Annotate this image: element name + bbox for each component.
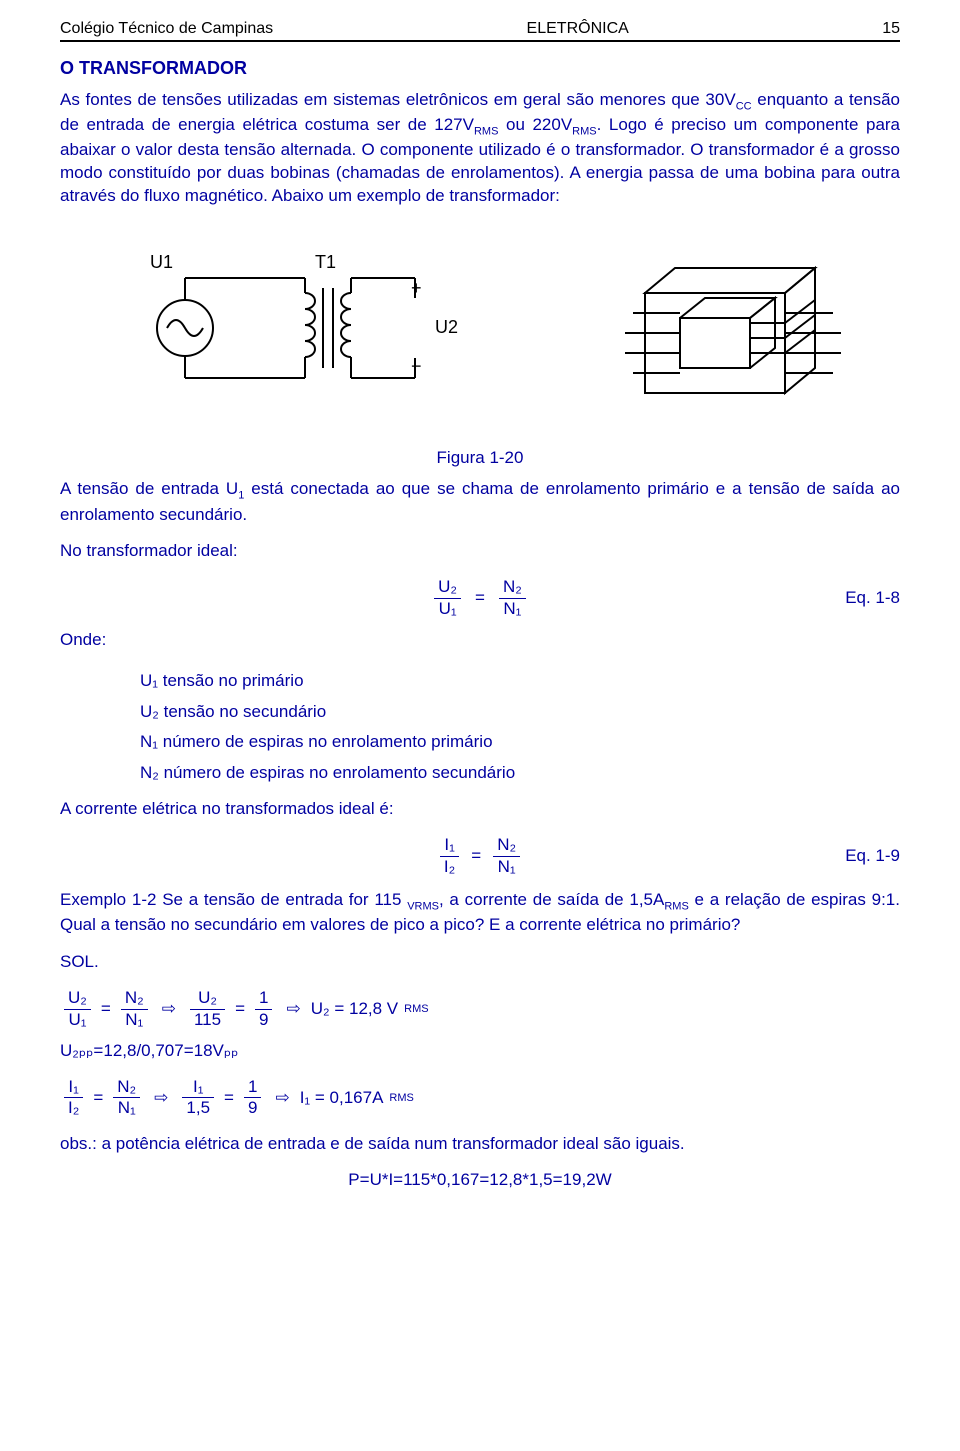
- diagram-row: U1 T1 + U2 −: [60, 238, 900, 418]
- definition-item: N₂ número de espiras no enrolamento secu…: [140, 758, 900, 789]
- current-intro: A corrente elétrica no transformados ide…: [60, 798, 900, 821]
- numerator: 1: [244, 1077, 261, 1097]
- solution-current: I₁ I₂ = N₂ N₁ ⇨ I₁ 1,5 = 1 9 ⇨ I₁ = 0,16…: [60, 1077, 900, 1119]
- equals: =: [235, 999, 245, 1019]
- numerator: 1: [255, 988, 272, 1008]
- u1-label: U1: [150, 252, 173, 272]
- denominator: N₁: [114, 1098, 140, 1118]
- denominator: N₁: [494, 857, 520, 877]
- text: , a corrente de saída de 1,5A: [439, 890, 664, 909]
- equation-current-ratio: I₁ I₂ = N₂ N₁ Eq. 1-9: [60, 835, 900, 877]
- transformer-schematic-icon: U1 T1 + U2 −: [115, 238, 475, 418]
- text: ou 220V: [498, 115, 572, 134]
- figure-caption: Figura 1-20: [60, 448, 900, 468]
- equals: =: [224, 1088, 234, 1108]
- paragraph-intro: As fontes de tensões utilizadas em siste…: [60, 89, 900, 208]
- equals: =: [101, 999, 111, 1019]
- subscript: RMS: [389, 1092, 413, 1104]
- equation-voltage-ratio: U₂ U₁ = N₂ N₁ Eq. 1-8: [60, 577, 900, 619]
- subscript: VRMS: [407, 901, 439, 913]
- numerator: N₂: [121, 988, 148, 1008]
- fraction: U₂ 115: [190, 988, 225, 1030]
- plus-label: +: [411, 278, 422, 298]
- fraction: N₂ N₁: [493, 835, 520, 877]
- denominator: N₁: [121, 1010, 147, 1030]
- text: Exemplo 1-2 Se a tensão de entrada for 1…: [60, 890, 407, 909]
- header-right: 15: [882, 20, 900, 38]
- arrow-icon: ⇨: [286, 999, 300, 1019]
- numerator: N₂: [493, 835, 520, 855]
- numerator: N₂: [499, 577, 526, 597]
- subscript: CC: [736, 100, 752, 112]
- fraction: N₂ N₁: [499, 577, 526, 619]
- denominator: I₂: [440, 857, 459, 877]
- power-equation: P=U*I=115*0,167=12,8*1,5=19,2W: [60, 1170, 900, 1190]
- numerator: I₁: [189, 1077, 207, 1097]
- u2-label: U2: [435, 317, 458, 337]
- fraction: I₁ I₂: [64, 1077, 83, 1119]
- denominator: I₂: [64, 1098, 83, 1118]
- denominator: 9: [255, 1010, 272, 1030]
- denominator: 115: [190, 1010, 225, 1030]
- result: U₂ = 12,8 V: [311, 999, 398, 1019]
- numerator: U₂: [64, 988, 91, 1008]
- subscript: RMS: [474, 126, 498, 138]
- arrow-icon: ⇨: [162, 999, 176, 1019]
- subscript: RMS: [664, 901, 688, 913]
- fraction: N₂ N₁: [121, 988, 148, 1030]
- numerator: I₁: [64, 1077, 82, 1097]
- equals: =: [471, 846, 481, 866]
- numerator: U₂: [194, 988, 221, 1008]
- solution-u2pp: U₂ₚₚ=12,8/0,707=18Vₚₚ: [60, 1040, 900, 1063]
- fraction: 1 9: [255, 988, 272, 1030]
- header-left: Colégio Técnico de Campinas: [60, 20, 273, 38]
- section-title: O TRANSFORMADOR: [60, 58, 900, 79]
- onde-label: Onde:: [60, 629, 900, 652]
- definitions-list: U₁ tensão no primário U₂ tensão no secun…: [140, 666, 900, 788]
- fraction: I₁ I₂: [440, 835, 459, 877]
- minus-label: −: [411, 356, 422, 376]
- observation: obs.: a potência elétrica de entrada e d…: [60, 1133, 900, 1156]
- definition-item: U₁ tensão no primário: [140, 666, 900, 697]
- equation-label: Eq. 1-9: [845, 846, 900, 866]
- arrow-icon: ⇨: [154, 1088, 168, 1108]
- numerator: I₁: [440, 835, 458, 855]
- numerator: U₂: [434, 577, 461, 597]
- fraction: 1 9: [244, 1077, 261, 1119]
- sol-label: SOL.: [60, 951, 900, 974]
- text: A tensão de entrada U: [60, 479, 238, 498]
- solution-voltage: U₂ U₁ = N₂ N₁ ⇨ U₂ 115 = 1 9 ⇨ U₂ = 12,8…: [60, 988, 900, 1030]
- equation-label: Eq. 1-8: [845, 588, 900, 608]
- result: I₁ = 0,167A: [300, 1088, 384, 1108]
- denominator: U₁: [435, 599, 461, 619]
- equals: =: [475, 588, 485, 608]
- fraction: I₁ 1,5: [182, 1077, 214, 1119]
- text: As fontes de tensões utilizadas em siste…: [60, 90, 736, 109]
- denominator: U₁: [64, 1010, 90, 1030]
- page-header: Colégio Técnico de Campinas ELETRÔNICA 1…: [60, 20, 900, 42]
- t1-label: T1: [315, 252, 336, 272]
- fraction: U₂ U₁: [434, 577, 461, 619]
- arrow-icon: ⇨: [275, 1088, 289, 1108]
- denominator: 9: [244, 1098, 261, 1118]
- equals: =: [93, 1088, 103, 1108]
- subscript: RMS: [404, 1003, 428, 1015]
- fraction: U₂ U₁: [64, 988, 91, 1030]
- denominator: N₁: [499, 599, 525, 619]
- header-center: ELETRÔNICA: [527, 20, 629, 38]
- numerator: N₂: [113, 1077, 140, 1097]
- definition-item: U₂ tensão no secundário: [140, 697, 900, 728]
- denominator: 1,5: [182, 1098, 214, 1118]
- definition-item: N₁ número de espiras no enrolamento prim…: [140, 727, 900, 758]
- example-text: Exemplo 1-2 Se a tensão de entrada for 1…: [60, 889, 900, 937]
- fraction: N₂ N₁: [113, 1077, 140, 1119]
- ideal-line: No transformador ideal:: [60, 540, 900, 563]
- subscript: RMS: [572, 126, 596, 138]
- paragraph-connection: A tensão de entrada U1 está conectada ao…: [60, 478, 900, 526]
- transformer-core-icon: [585, 243, 845, 413]
